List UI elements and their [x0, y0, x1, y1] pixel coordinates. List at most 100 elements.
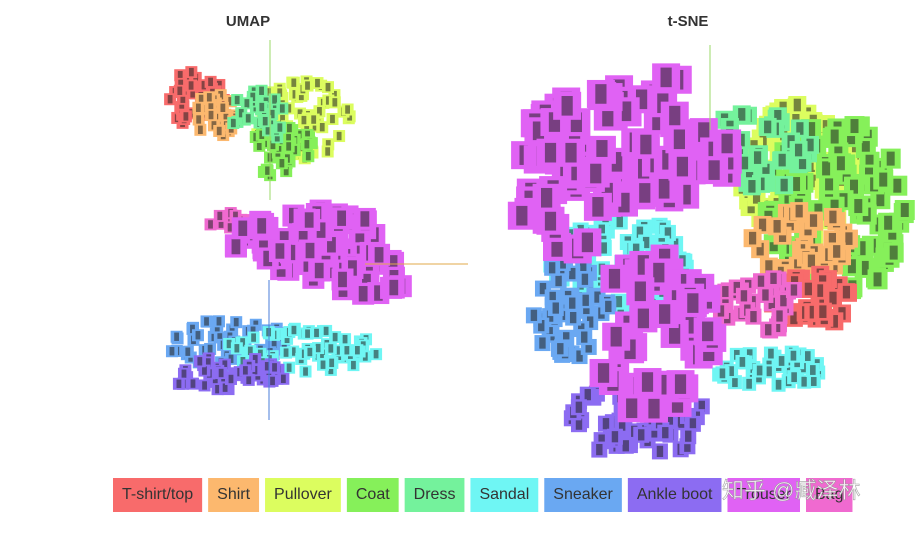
legend-swatch [806, 478, 853, 512]
thumbnail-item [778, 229, 787, 242]
thumbnail-item [639, 183, 651, 203]
thumbnail-item [279, 159, 285, 168]
thumbnail-item [325, 96, 331, 105]
thumbnail-item [242, 366, 248, 375]
thumbnail-item [198, 94, 204, 104]
thumbnail-item [658, 178, 670, 199]
thumbnail-item [605, 300, 612, 313]
thumbnail-item [746, 349, 753, 360]
thumbnail-item [305, 151, 311, 161]
thumbnail-item [256, 141, 262, 151]
thumbnail-item [796, 122, 804, 135]
thumbnail-item [280, 115, 285, 124]
thumbnail-item [218, 90, 224, 100]
thumbnail-item [252, 354, 258, 364]
thumbnail-item [532, 121, 545, 142]
thumbnail-item [756, 242, 764, 256]
thumbnail-item [305, 242, 315, 259]
thumbnail-item [217, 333, 223, 342]
thumbnail-item [810, 376, 817, 386]
thumbnail-item [286, 363, 292, 372]
panel-title: UMAP [226, 13, 270, 30]
thumbnail-item [202, 381, 207, 390]
thumbnail-item [834, 145, 843, 160]
thumbnail-item [618, 192, 630, 213]
thumbnail-item [328, 344, 334, 353]
thumbnail-item [174, 332, 179, 341]
thumbnail-item [702, 321, 714, 342]
thumbnail-item [292, 90, 298, 99]
legend-swatch [627, 478, 722, 512]
thumbnail-item [233, 317, 239, 327]
thumbnail-item [648, 398, 660, 419]
thumbnail-item [684, 440, 691, 452]
thumbnail-item [656, 445, 664, 457]
panel-title: t-SNE [668, 13, 709, 30]
thumbnail-item [732, 377, 738, 388]
watermark: 知乎 @臧泽林 [722, 478, 860, 503]
thumbnail-item [266, 88, 271, 97]
thumbnail-item [183, 112, 189, 121]
thumbnail-item [234, 344, 240, 353]
thumbnail-item [809, 214, 818, 227]
thumbnail-item [207, 344, 213, 354]
thumbnail-item [795, 204, 803, 218]
thumbnail-item [737, 133, 745, 147]
thumbnail-item [657, 374, 669, 395]
thumbnail-item [227, 223, 233, 232]
thumbnail-item [169, 347, 175, 356]
legend-swatch [208, 478, 260, 512]
thumbnail-item [805, 351, 811, 361]
thumbnail-item [325, 147, 331, 156]
thumbnail-item [389, 279, 399, 296]
thumbnail-item [626, 398, 638, 419]
thumbnail-item [611, 152, 623, 172]
thumbnail-item [662, 149, 674, 170]
thumbnail-item [598, 434, 605, 446]
thumbnail-item [297, 109, 303, 118]
thumbnail-item [863, 129, 872, 144]
thumbnail-item [762, 289, 769, 301]
thumbnail-item [228, 96, 234, 106]
thumbnail-item [316, 222, 326, 238]
thumbnail-item [283, 166, 289, 176]
thumbnail-item [615, 296, 623, 308]
thumbnail-item [231, 238, 241, 255]
thumbnail-item [223, 111, 229, 120]
thumbnail-item [819, 305, 827, 318]
thumbnail-item [836, 156, 845, 171]
thumbnail-item [637, 255, 649, 275]
thumbnail-item [792, 177, 801, 192]
thumbnail-item [569, 312, 577, 324]
thumbnail-item [757, 177, 765, 191]
thumbnail-item [602, 106, 614, 127]
thumbnail-item [259, 86, 264, 95]
thumbnail-item [277, 88, 283, 97]
thumbnail-item [638, 429, 645, 441]
thumbnail-item [842, 285, 851, 299]
thumbnail-item [611, 431, 619, 443]
thumbnail-item [358, 286, 368, 302]
thumbnail-item [253, 132, 259, 142]
thumbnail-item [748, 180, 756, 193]
thumbnail-item [178, 79, 184, 89]
thumbnail-item [652, 110, 664, 131]
thumbnail-item [269, 109, 275, 119]
thumbnail-item [325, 140, 331, 149]
thumbnail-item [208, 77, 213, 87]
thumbnail-item [305, 81, 310, 90]
thumbnail-item [598, 222, 605, 234]
thumbnail-item [548, 262, 556, 274]
legend-label: Shirt [217, 486, 250, 503]
legend-label: Bag [815, 486, 843, 503]
thumbnail-item [208, 220, 213, 229]
thumbnail-item [218, 219, 224, 228]
thumbnail-item [669, 105, 681, 126]
thumbnail-item [195, 103, 201, 112]
thumbnail-item [822, 161, 831, 176]
thumbnail-item [303, 367, 308, 376]
thumbnail-item [327, 237, 336, 253]
thumbnail-item [218, 368, 224, 378]
thumbnail-item [722, 286, 729, 298]
thumbnail-item [286, 133, 291, 142]
